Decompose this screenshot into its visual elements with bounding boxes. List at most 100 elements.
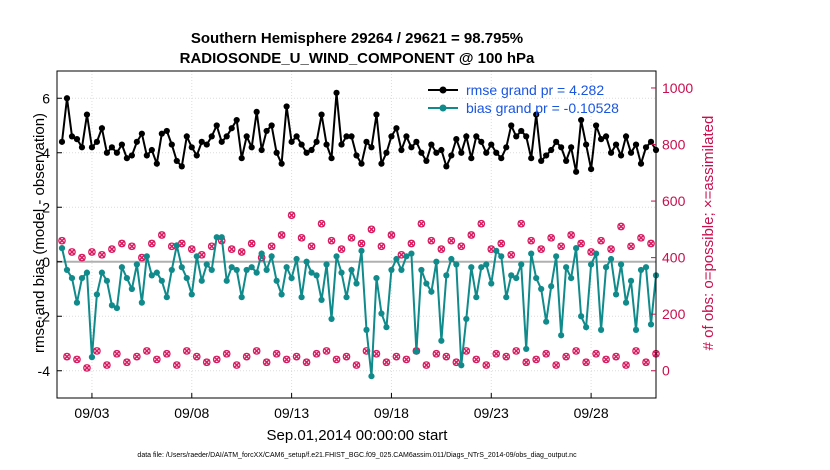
rmse-point	[143, 152, 150, 159]
obs-possible-marker	[617, 222, 625, 231]
obs-possible-marker	[592, 349, 600, 358]
rmse-point	[248, 144, 255, 151]
bias-point	[568, 275, 575, 282]
rmse-point	[588, 166, 595, 173]
obs-possible-marker	[147, 239, 156, 248]
obs-assimilated-marker	[263, 358, 270, 366]
bias-point	[63, 266, 71, 274]
rmse-point	[278, 160, 285, 167]
obs-possible-marker	[597, 236, 605, 245]
obs-possible-marker	[227, 245, 236, 253]
obs-possible-marker	[447, 236, 456, 245]
bias-point	[113, 304, 120, 312]
obs-possible-marker	[517, 219, 526, 228]
obs-assimilated-marker	[313, 350, 320, 358]
obs-possible-marker	[287, 211, 296, 220]
bias-point	[632, 326, 640, 333]
rmse-point	[173, 157, 180, 165]
bias-point	[313, 272, 320, 279]
obs-possible-marker	[357, 239, 366, 248]
obs-assimilated-marker	[433, 350, 440, 358]
rmse-point	[58, 138, 66, 145]
obs-possible-marker	[143, 347, 151, 355]
rmse-point	[333, 89, 340, 96]
bias-point	[538, 285, 545, 293]
obs-possible-marker	[222, 349, 231, 358]
rmse-point	[478, 138, 485, 145]
obs-assimilated-marker	[383, 358, 390, 366]
rmse-point	[473, 133, 480, 140]
rmse-point	[383, 149, 390, 156]
obs-assimilated-marker	[632, 347, 640, 355]
obs-possible-marker	[242, 352, 251, 361]
legend-rmse-marker	[439, 86, 447, 94]
obs-possible-marker	[202, 358, 211, 367]
obs-possible-marker	[367, 225, 376, 234]
bias-point	[333, 253, 340, 260]
bias-point	[58, 245, 66, 252]
obs-assimilated-marker	[403, 356, 410, 363]
obs-assimilated-marker	[428, 237, 435, 244]
bias-point	[588, 261, 595, 268]
obs-assimilated-marker	[612, 353, 620, 360]
bias-point	[458, 362, 465, 369]
chart-subtitle: RADIOSONDE_U_WIND_COMPONENT @ 100 hPa	[180, 50, 535, 67]
rmse-point	[318, 111, 325, 118]
y-tick-label: 0	[42, 254, 50, 270]
rmse-point	[423, 157, 430, 165]
obs-assimilated-marker	[423, 361, 430, 369]
obs-possible-marker	[402, 355, 411, 364]
obs-assimilated-marker	[532, 356, 540, 363]
rmse-point	[353, 152, 360, 159]
rmse-point	[553, 138, 560, 145]
rmse-point	[593, 122, 600, 129]
obs-assimilated-marker	[148, 240, 156, 247]
obs-assimilated-marker	[178, 240, 186, 247]
obs-assimilated-marker	[198, 251, 206, 259]
y-right-tick-label: 800	[662, 137, 686, 153]
obs-assimilated-marker	[368, 226, 375, 233]
obs-assimilated-marker	[98, 251, 106, 259]
rmse-point	[163, 127, 170, 135]
y-axis-right-label: # of obs: o=possible; ×=assimilated	[700, 116, 717, 351]
obs-assimilated-marker	[233, 361, 241, 369]
bias-point	[363, 326, 370, 333]
rmse-point	[78, 144, 86, 151]
obs-assimilated-marker	[482, 361, 490, 369]
obs-assimilated-marker	[143, 347, 151, 355]
obs-possible-marker	[632, 347, 640, 355]
bias-point	[143, 253, 150, 260]
obs-assimilated-marker	[128, 242, 136, 250]
y-axis-label: rmse and bias (model - observation)	[31, 113, 48, 353]
obs-assimilated-marker	[68, 248, 76, 256]
obs-assimilated-marker	[562, 353, 570, 360]
bias-point	[478, 264, 485, 271]
axis-ticks: 09/03 09/08 09/13 09/18 09/23 09/28 -4 -2 0 2 4 6 0 2…	[38, 80, 694, 421]
rmse-point	[563, 157, 570, 165]
obs-assimilated-marker	[457, 242, 465, 250]
obs-assimilated-marker	[248, 240, 256, 247]
rmse-point	[343, 133, 350, 140]
y-right-tick-label: 1000	[662, 80, 693, 96]
rmse-point	[328, 155, 335, 162]
obs-possible-marker	[192, 352, 201, 361]
obs-possible-marker	[452, 358, 461, 367]
rmse-point	[323, 141, 330, 148]
obs-assimilated-marker	[343, 353, 350, 360]
rmse-point	[233, 116, 240, 124]
bias-point	[622, 299, 630, 306]
rmse-point	[523, 133, 530, 140]
rmse-point	[398, 146, 405, 154]
obs-assimilated-marker	[193, 353, 201, 360]
bias-point	[98, 269, 106, 276]
obs-assimilated-marker	[353, 361, 360, 369]
rmse-point	[308, 146, 315, 154]
obs-assimilated-marker	[243, 353, 251, 360]
bias-point	[338, 269, 345, 276]
bias-point	[273, 277, 280, 284]
rmse-point	[123, 155, 130, 162]
obs-assimilated-marker	[602, 356, 610, 363]
rmse-point	[493, 149, 500, 156]
plot-frame	[56, 70, 657, 399]
bias-point	[403, 253, 410, 260]
